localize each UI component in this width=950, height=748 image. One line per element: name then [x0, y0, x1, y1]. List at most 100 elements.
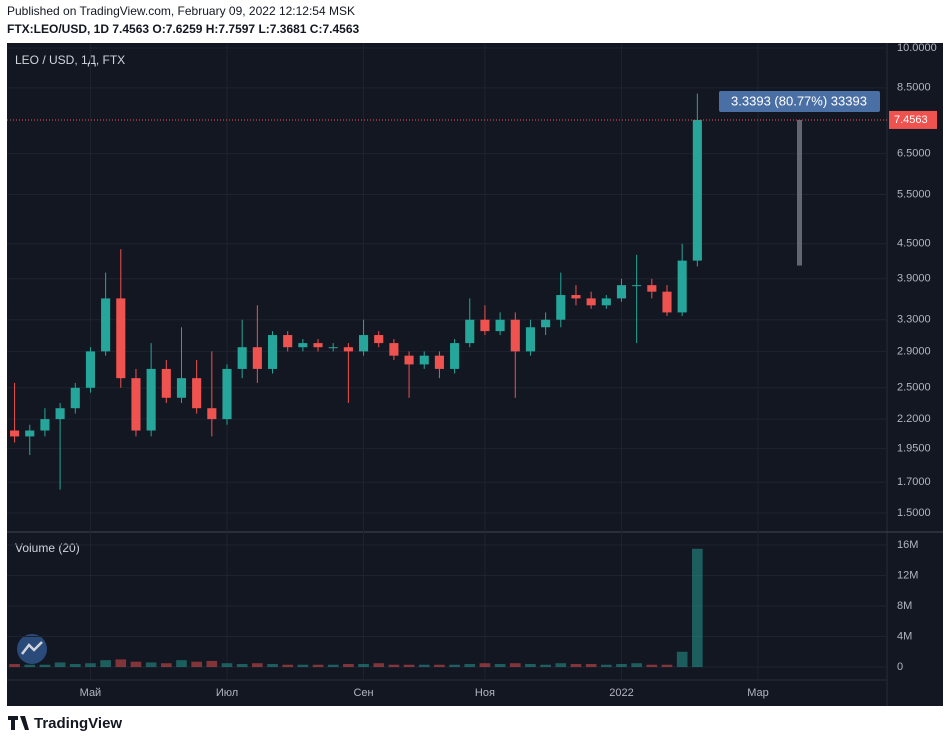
- volume-bar: [373, 663, 385, 668]
- volume-bar: [54, 662, 66, 668]
- last-price-label: 7.4563: [894, 114, 928, 126]
- candle-body: [480, 319, 490, 332]
- volume-bar: [434, 664, 445, 668]
- volume-bar: [176, 660, 187, 668]
- volume-bar: [327, 664, 339, 668]
- candle-body: [267, 335, 278, 369]
- y-tick-label: 4.5000: [897, 238, 931, 250]
- candle-body: [450, 343, 460, 369]
- y-tick-label: 1.5000: [897, 507, 931, 519]
- volume-bar: [585, 663, 597, 668]
- candle-body: [176, 378, 187, 398]
- volume-bar: [525, 663, 536, 668]
- volume-bar: [39, 664, 51, 668]
- volume-bar: [221, 663, 233, 668]
- candle-body: [541, 319, 551, 328]
- candle-body: [601, 298, 611, 306]
- candle-body: [161, 368, 171, 398]
- y-tick-label: 10.0000: [897, 42, 937, 54]
- volume-bar: [161, 663, 172, 668]
- volume-bar: [494, 663, 506, 668]
- volume-bar: [9, 663, 20, 668]
- volume-bar: [616, 663, 627, 668]
- candle-body: [419, 355, 429, 365]
- y-tick-label: 12M: [897, 569, 918, 581]
- y-tick-label: 16M: [897, 539, 918, 551]
- volume-bar: [555, 663, 567, 668]
- volume-bar: [631, 663, 642, 668]
- candle-body: [525, 327, 535, 352]
- candle-body: [101, 298, 111, 352]
- y-tick-label: 1.9500: [897, 443, 931, 455]
- volume-bar: [449, 664, 460, 668]
- candle-body: [192, 378, 202, 409]
- volume-bar: [464, 663, 476, 668]
- candle-body: [434, 355, 444, 369]
- y-tick-label: 5.5000: [897, 188, 931, 200]
- last-price-tag: [889, 110, 937, 129]
- volume-bar: [358, 663, 369, 668]
- y-tick-label: 2.5000: [897, 382, 931, 394]
- y-tick-label: 8.5000: [897, 82, 931, 94]
- candle-body: [662, 291, 672, 313]
- volume-bar: [191, 661, 202, 668]
- footer-logo: [8, 716, 29, 730]
- volume-bar: [24, 664, 36, 668]
- measure-box: [719, 91, 880, 112]
- y-tick-label: 1.7000: [897, 476, 931, 488]
- candle-body: [70, 387, 80, 409]
- candle-body: [647, 285, 657, 292]
- candle-body: [131, 378, 141, 431]
- candle-body: [146, 368, 156, 431]
- candle-body: [586, 298, 596, 306]
- candle-body: [298, 343, 308, 348]
- x-tick-label: Мар: [747, 687, 769, 699]
- volume-bar: [403, 664, 415, 668]
- candle-body: [404, 355, 414, 365]
- candle-body: [616, 285, 627, 299]
- y-tick-label: 0: [897, 661, 903, 673]
- candle-body: [556, 295, 566, 320]
- logo-glyph: [21, 641, 43, 655]
- y-tick-label: 4M: [897, 630, 912, 642]
- candle-body: [313, 343, 323, 348]
- footer-brand: TradingView: [34, 715, 122, 732]
- volume-bar: [388, 664, 400, 668]
- x-tick-label: Ноя: [475, 687, 495, 699]
- volume-bar: [130, 661, 142, 668]
- volume-bar: [692, 548, 703, 668]
- volume-bar: [343, 663, 354, 668]
- candle-body: [222, 368, 232, 420]
- candle-body: [40, 419, 50, 431]
- y-tick-label: 3.3000: [897, 314, 931, 326]
- symbol-line: FTX:LEO/USD, 1D 7.4563 O:7.6259 H:7.7597…: [7, 22, 359, 36]
- candle-body: [389, 343, 399, 356]
- volume-bar: [100, 660, 111, 668]
- volume-bar: [115, 659, 127, 668]
- candle-body: [116, 298, 126, 379]
- y-tick-label: 2.2000: [897, 413, 931, 425]
- volume-bar: [282, 664, 293, 668]
- x-tick-label: 2022: [609, 687, 633, 699]
- candle-body: [237, 347, 247, 369]
- volume-bar: [570, 663, 582, 668]
- candle-body: [207, 408, 217, 420]
- volume-bar: [418, 664, 430, 668]
- x-tick-label: Июл: [216, 687, 238, 699]
- y-tick-label: 3.9000: [897, 273, 931, 285]
- x-tick-label: Сен: [353, 687, 373, 699]
- candle-body: [510, 319, 520, 352]
- candle-body: [632, 285, 642, 287]
- measure-bar: [797, 119, 802, 266]
- published-line: Published on TradingView.com, February 0…: [7, 4, 355, 18]
- candle-body: [55, 408, 65, 420]
- y-tick-label: 8M: [897, 600, 912, 612]
- volume-bar: [206, 660, 218, 668]
- candle-body: [571, 295, 581, 299]
- candle-body: [85, 351, 95, 388]
- y-tick-label: 6.5000: [897, 147, 931, 159]
- candle-body: [465, 319, 475, 344]
- pane-title: LEO / USD, 1Д, FTX: [15, 53, 125, 67]
- candle-body: [328, 347, 338, 349]
